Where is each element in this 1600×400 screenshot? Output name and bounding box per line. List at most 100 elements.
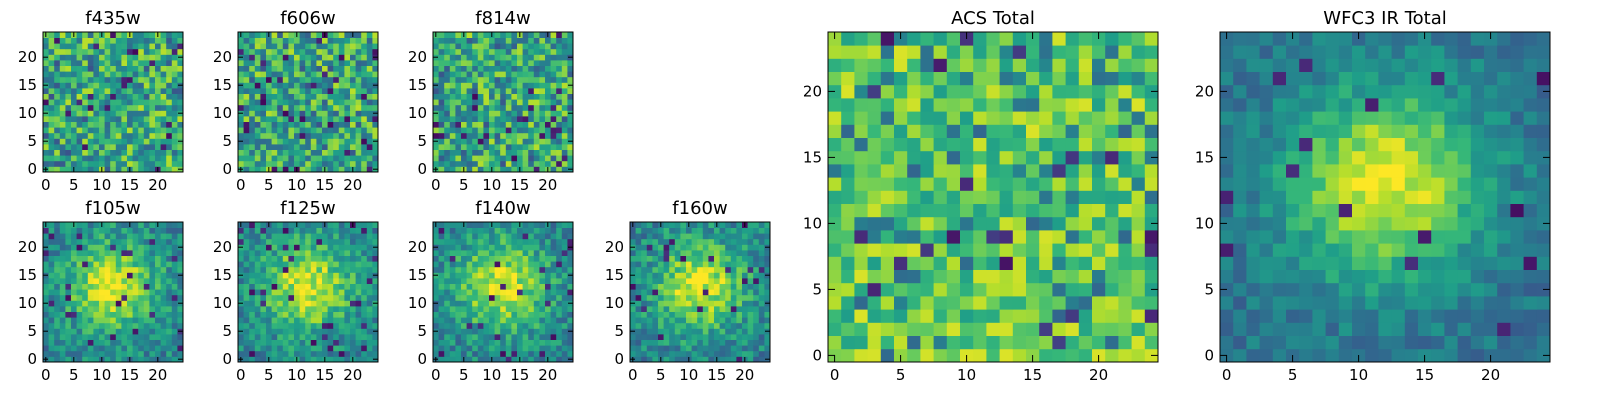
heatmap-cell [433,76,439,83]
heatmap-cell [907,282,921,297]
heatmap-cell [43,233,49,240]
heatmap-cell [545,43,551,50]
heatmap-cell [277,339,284,346]
heatmap-cell [730,261,737,268]
heatmap-cell [505,71,512,78]
heatmap-cell [494,289,501,296]
heatmap-cell [652,238,659,245]
heatmap-cell [477,60,484,66]
y-tick-label: 0 [27,350,37,368]
heatmap-cell [254,82,261,89]
heatmap-cell [166,116,173,122]
heatmap-cell [115,60,122,66]
heatmap-cell [361,160,368,167]
heatmap-cell [854,309,868,323]
heatmap-cell [238,345,244,352]
heatmap-cell [438,110,445,117]
heatmap-cell [1144,309,1159,323]
heatmap-cell [121,104,128,111]
heatmap-cell [127,322,133,329]
heatmap-cell [338,104,345,111]
heatmap-cell [177,317,184,324]
heatmap-cell [254,93,261,100]
heatmap-cell [433,238,439,245]
heatmap-cell [449,317,456,324]
y-tick-label: 0 [417,350,427,368]
heatmap-cell [477,350,484,357]
heatmap-cell [93,222,100,228]
heatmap-cell [59,88,66,94]
heatmap-cell [355,227,362,234]
heatmap-cell [505,48,512,55]
heatmap-cell [742,227,748,234]
heatmap-cell [461,48,467,55]
heatmap-cell [449,160,456,167]
heatmap-cell [747,289,754,296]
heatmap-cell [449,155,456,162]
heatmap-cell [155,144,161,150]
heatmap-cell [444,334,451,340]
heatmap-cell [736,266,743,273]
heatmap-cell [93,48,100,55]
heatmap-cell [505,99,512,106]
heatmap-cell [533,339,540,346]
heatmap-cell [238,238,244,245]
heatmap-cell [138,266,145,273]
heatmap-cell [461,261,467,268]
heatmap-cell [567,261,574,268]
heatmap-cell [730,278,737,284]
heatmap-cell [316,48,323,55]
heatmap-cell [489,294,495,301]
heatmap-cell [59,266,66,273]
heatmap-cell [99,71,105,78]
heatmap-cell [500,345,507,352]
heatmap-cell [758,300,765,307]
heatmap-cell [327,144,334,150]
heatmap-cell [160,166,167,173]
heatmap-cell [132,238,139,245]
heatmap-cell [266,71,272,78]
heatmap-cell [254,322,261,329]
heatmap-cell [1039,216,1053,231]
heatmap-cell [294,233,300,240]
heatmap-cell [449,300,456,307]
heatmap-cell [433,43,439,50]
heatmap-cell [115,238,122,245]
heatmap-cell [946,203,961,218]
heatmap-cell [449,43,456,50]
heatmap-cell [433,71,439,78]
heatmap-cell [1052,190,1066,204]
heatmap-cell [528,160,535,167]
heatmap-cell [355,294,362,301]
heatmap-cell [93,356,100,363]
heatmap-cell [960,282,974,297]
heatmap-cell [663,345,670,352]
heatmap-cell [288,300,295,307]
x-tick-label: 15 [510,366,529,384]
heatmap-cell [327,138,334,145]
heatmap-cell [87,250,94,256]
heatmap-cell [43,99,49,106]
heatmap-cell [841,243,855,257]
heatmap-cell [433,339,439,346]
heatmap-cell [841,296,855,310]
y-tick-label: 15 [408,266,427,284]
heatmap-cell [556,222,563,228]
heatmap-cell [477,250,484,256]
heatmap-cell [444,149,451,156]
heatmap-cell [166,311,173,318]
heatmap-cell [149,222,156,228]
heatmap-cell [143,272,150,279]
heatmap-cell [344,334,351,340]
heatmap-cell [305,255,312,262]
heatmap-cell [550,255,557,262]
heatmap-cell [254,37,261,44]
heatmap-cell [483,132,490,139]
heatmap-cell [550,289,557,296]
heatmap-cell [327,166,334,173]
heatmap-cell [1078,335,1093,350]
heatmap-cell [372,155,379,162]
heatmap-cell [327,339,334,346]
heatmap-cell [43,283,49,290]
